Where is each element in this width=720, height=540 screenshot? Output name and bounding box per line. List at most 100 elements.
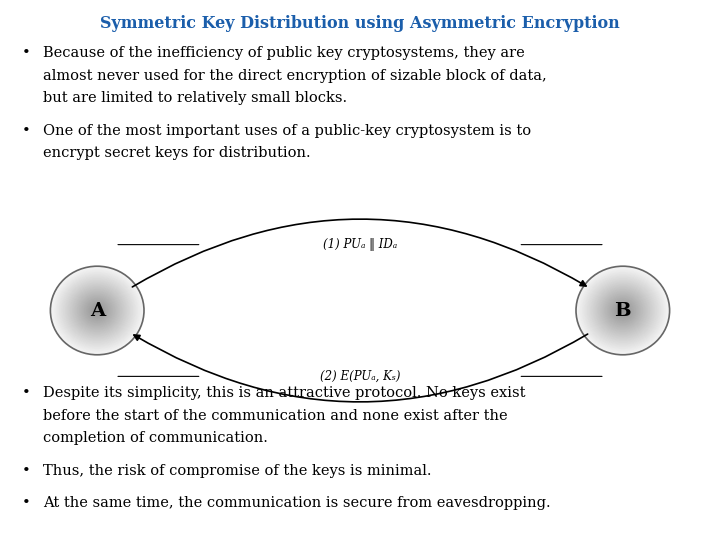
Ellipse shape <box>576 266 670 355</box>
Ellipse shape <box>601 290 644 331</box>
Ellipse shape <box>65 280 130 341</box>
Ellipse shape <box>612 300 634 321</box>
Ellipse shape <box>603 292 642 329</box>
Ellipse shape <box>59 274 135 347</box>
Ellipse shape <box>588 278 657 343</box>
Ellipse shape <box>52 268 143 353</box>
Ellipse shape <box>588 277 658 344</box>
Ellipse shape <box>84 298 110 323</box>
Ellipse shape <box>593 282 652 339</box>
Ellipse shape <box>622 310 624 311</box>
Ellipse shape <box>66 281 128 340</box>
Ellipse shape <box>80 294 114 327</box>
Ellipse shape <box>94 307 101 314</box>
Ellipse shape <box>586 276 660 345</box>
Ellipse shape <box>577 268 668 353</box>
Ellipse shape <box>620 308 626 313</box>
Ellipse shape <box>91 305 104 316</box>
Text: Because of the inefficiency of public key cryptosystems, they are: Because of the inefficiency of public ke… <box>43 46 525 60</box>
Ellipse shape <box>96 309 99 312</box>
Ellipse shape <box>58 274 136 347</box>
Ellipse shape <box>89 303 105 318</box>
Ellipse shape <box>89 302 106 319</box>
Text: (2) E(PUₐ, Kₛ): (2) E(PUₐ, Kₛ) <box>320 370 400 383</box>
Ellipse shape <box>583 273 662 348</box>
Ellipse shape <box>70 285 125 336</box>
Ellipse shape <box>585 275 660 346</box>
Ellipse shape <box>614 302 631 319</box>
Ellipse shape <box>609 297 636 324</box>
Ellipse shape <box>615 303 631 318</box>
Ellipse shape <box>53 268 142 353</box>
Ellipse shape <box>63 279 131 342</box>
Ellipse shape <box>60 275 135 346</box>
Text: B: B <box>614 301 631 320</box>
Text: (1) PUₐ ‖ IDₐ: (1) PUₐ ‖ IDₐ <box>323 238 397 251</box>
Ellipse shape <box>53 269 141 352</box>
Ellipse shape <box>599 288 647 333</box>
Ellipse shape <box>60 276 134 345</box>
Ellipse shape <box>78 293 116 328</box>
Ellipse shape <box>595 284 651 337</box>
Text: completion of communication.: completion of communication. <box>43 431 268 446</box>
Ellipse shape <box>606 294 640 327</box>
Ellipse shape <box>619 307 626 314</box>
Ellipse shape <box>582 272 663 349</box>
Ellipse shape <box>621 308 625 313</box>
Ellipse shape <box>92 306 102 315</box>
Ellipse shape <box>81 296 113 325</box>
Ellipse shape <box>73 288 121 333</box>
Ellipse shape <box>61 276 133 345</box>
Ellipse shape <box>96 310 98 311</box>
Ellipse shape <box>616 305 629 316</box>
Text: •: • <box>22 496 30 510</box>
Ellipse shape <box>67 282 127 339</box>
Text: •: • <box>22 46 30 60</box>
Ellipse shape <box>66 280 129 341</box>
Ellipse shape <box>58 273 137 348</box>
Ellipse shape <box>592 281 654 340</box>
Ellipse shape <box>598 288 647 333</box>
Ellipse shape <box>584 274 662 347</box>
Ellipse shape <box>81 295 114 326</box>
Ellipse shape <box>72 287 122 334</box>
Ellipse shape <box>62 277 132 344</box>
Ellipse shape <box>611 299 635 322</box>
Ellipse shape <box>591 280 654 341</box>
Ellipse shape <box>590 280 655 341</box>
Text: Thus, the risk of compromise of the keys is minimal.: Thus, the risk of compromise of the keys… <box>43 464 432 478</box>
Text: before the start of the communication and none exist after the: before the start of the communication an… <box>43 409 508 423</box>
Ellipse shape <box>578 268 667 353</box>
Text: almost never used for the direct encryption of sizable block of data,: almost never used for the direct encrypt… <box>43 69 547 83</box>
Ellipse shape <box>82 296 112 325</box>
Ellipse shape <box>68 283 126 338</box>
Ellipse shape <box>90 304 104 317</box>
Ellipse shape <box>56 272 138 349</box>
Ellipse shape <box>587 276 659 345</box>
Ellipse shape <box>86 299 109 321</box>
Ellipse shape <box>579 269 667 352</box>
Ellipse shape <box>77 291 117 330</box>
Ellipse shape <box>606 295 639 326</box>
Text: One of the most important uses of a public-key cryptosystem is to: One of the most important uses of a publ… <box>43 124 531 138</box>
Ellipse shape <box>76 291 118 330</box>
Ellipse shape <box>577 267 669 354</box>
Text: but are limited to relatively small blocks.: but are limited to relatively small bloc… <box>43 91 347 105</box>
Text: At the same time, the communication is secure from eavesdropping.: At the same time, the communication is s… <box>43 496 551 510</box>
Ellipse shape <box>616 304 630 317</box>
Text: Symmetric Key Distribution using Asymmetric Encryption: Symmetric Key Distribution using Asymmet… <box>100 15 620 32</box>
Ellipse shape <box>79 294 115 327</box>
Ellipse shape <box>86 300 108 321</box>
Ellipse shape <box>54 270 140 351</box>
Ellipse shape <box>57 272 138 349</box>
Text: •: • <box>22 124 30 138</box>
Ellipse shape <box>94 308 100 313</box>
Ellipse shape <box>589 279 657 342</box>
Ellipse shape <box>75 289 120 332</box>
Ellipse shape <box>95 308 99 313</box>
Ellipse shape <box>51 267 143 354</box>
Ellipse shape <box>63 278 132 343</box>
Ellipse shape <box>611 299 634 321</box>
Ellipse shape <box>608 296 638 325</box>
Ellipse shape <box>88 302 107 319</box>
